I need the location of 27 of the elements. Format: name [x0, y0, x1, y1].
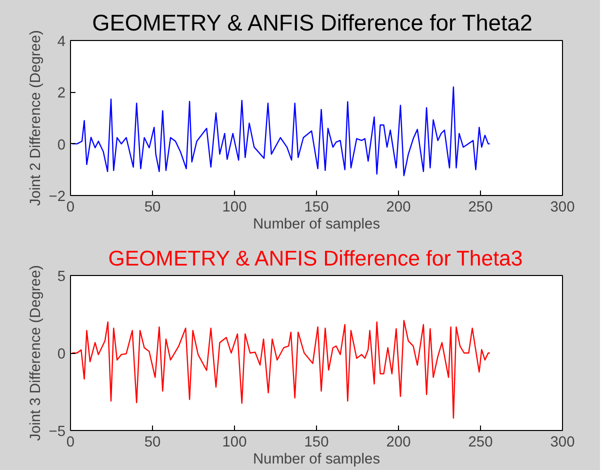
x-axis-title: Number of samples: [252, 216, 380, 232]
line-series: [72, 86, 490, 176]
chart-title: GEOMETRY & ANFIS Difference for Theta2: [92, 10, 532, 36]
y-axis-title: Joint 3 Difference (Degree): [28, 265, 44, 441]
x-tick-label: 200: [386, 434, 411, 450]
x-tick-label: 150: [304, 434, 329, 450]
x-tick-label: 300: [550, 200, 575, 216]
y-tick-label: 4: [57, 34, 66, 50]
y-tick-label: 0: [57, 137, 66, 154]
x-tick-label: 250: [468, 434, 493, 450]
chart-title: GEOMETRY & ANFIS Difference for Theta3: [108, 246, 523, 270]
x-tick-label: 250: [468, 200, 493, 216]
y-tick-label: 2: [57, 86, 66, 102]
x-tick-label: 200: [386, 200, 411, 216]
y-tick-label: −2: [48, 189, 66, 205]
y-tick-label: −5: [48, 424, 66, 440]
x-tick-label: 100: [222, 200, 247, 216]
y-tick-label: 0: [57, 346, 66, 362]
x-tick-label: 100: [222, 434, 247, 450]
y-axis-title: Joint 2 Difference (Degree): [28, 30, 44, 206]
x-axis-title: Number of samples: [252, 452, 380, 468]
x-tick-label: 150: [304, 200, 329, 216]
line-series: [72, 320, 490, 419]
x-tick-label: 50: [144, 434, 161, 450]
y-tick-label: 5: [57, 269, 66, 285]
x-tick-label: 300: [550, 434, 575, 450]
x-tick-label: 50: [144, 200, 161, 216]
